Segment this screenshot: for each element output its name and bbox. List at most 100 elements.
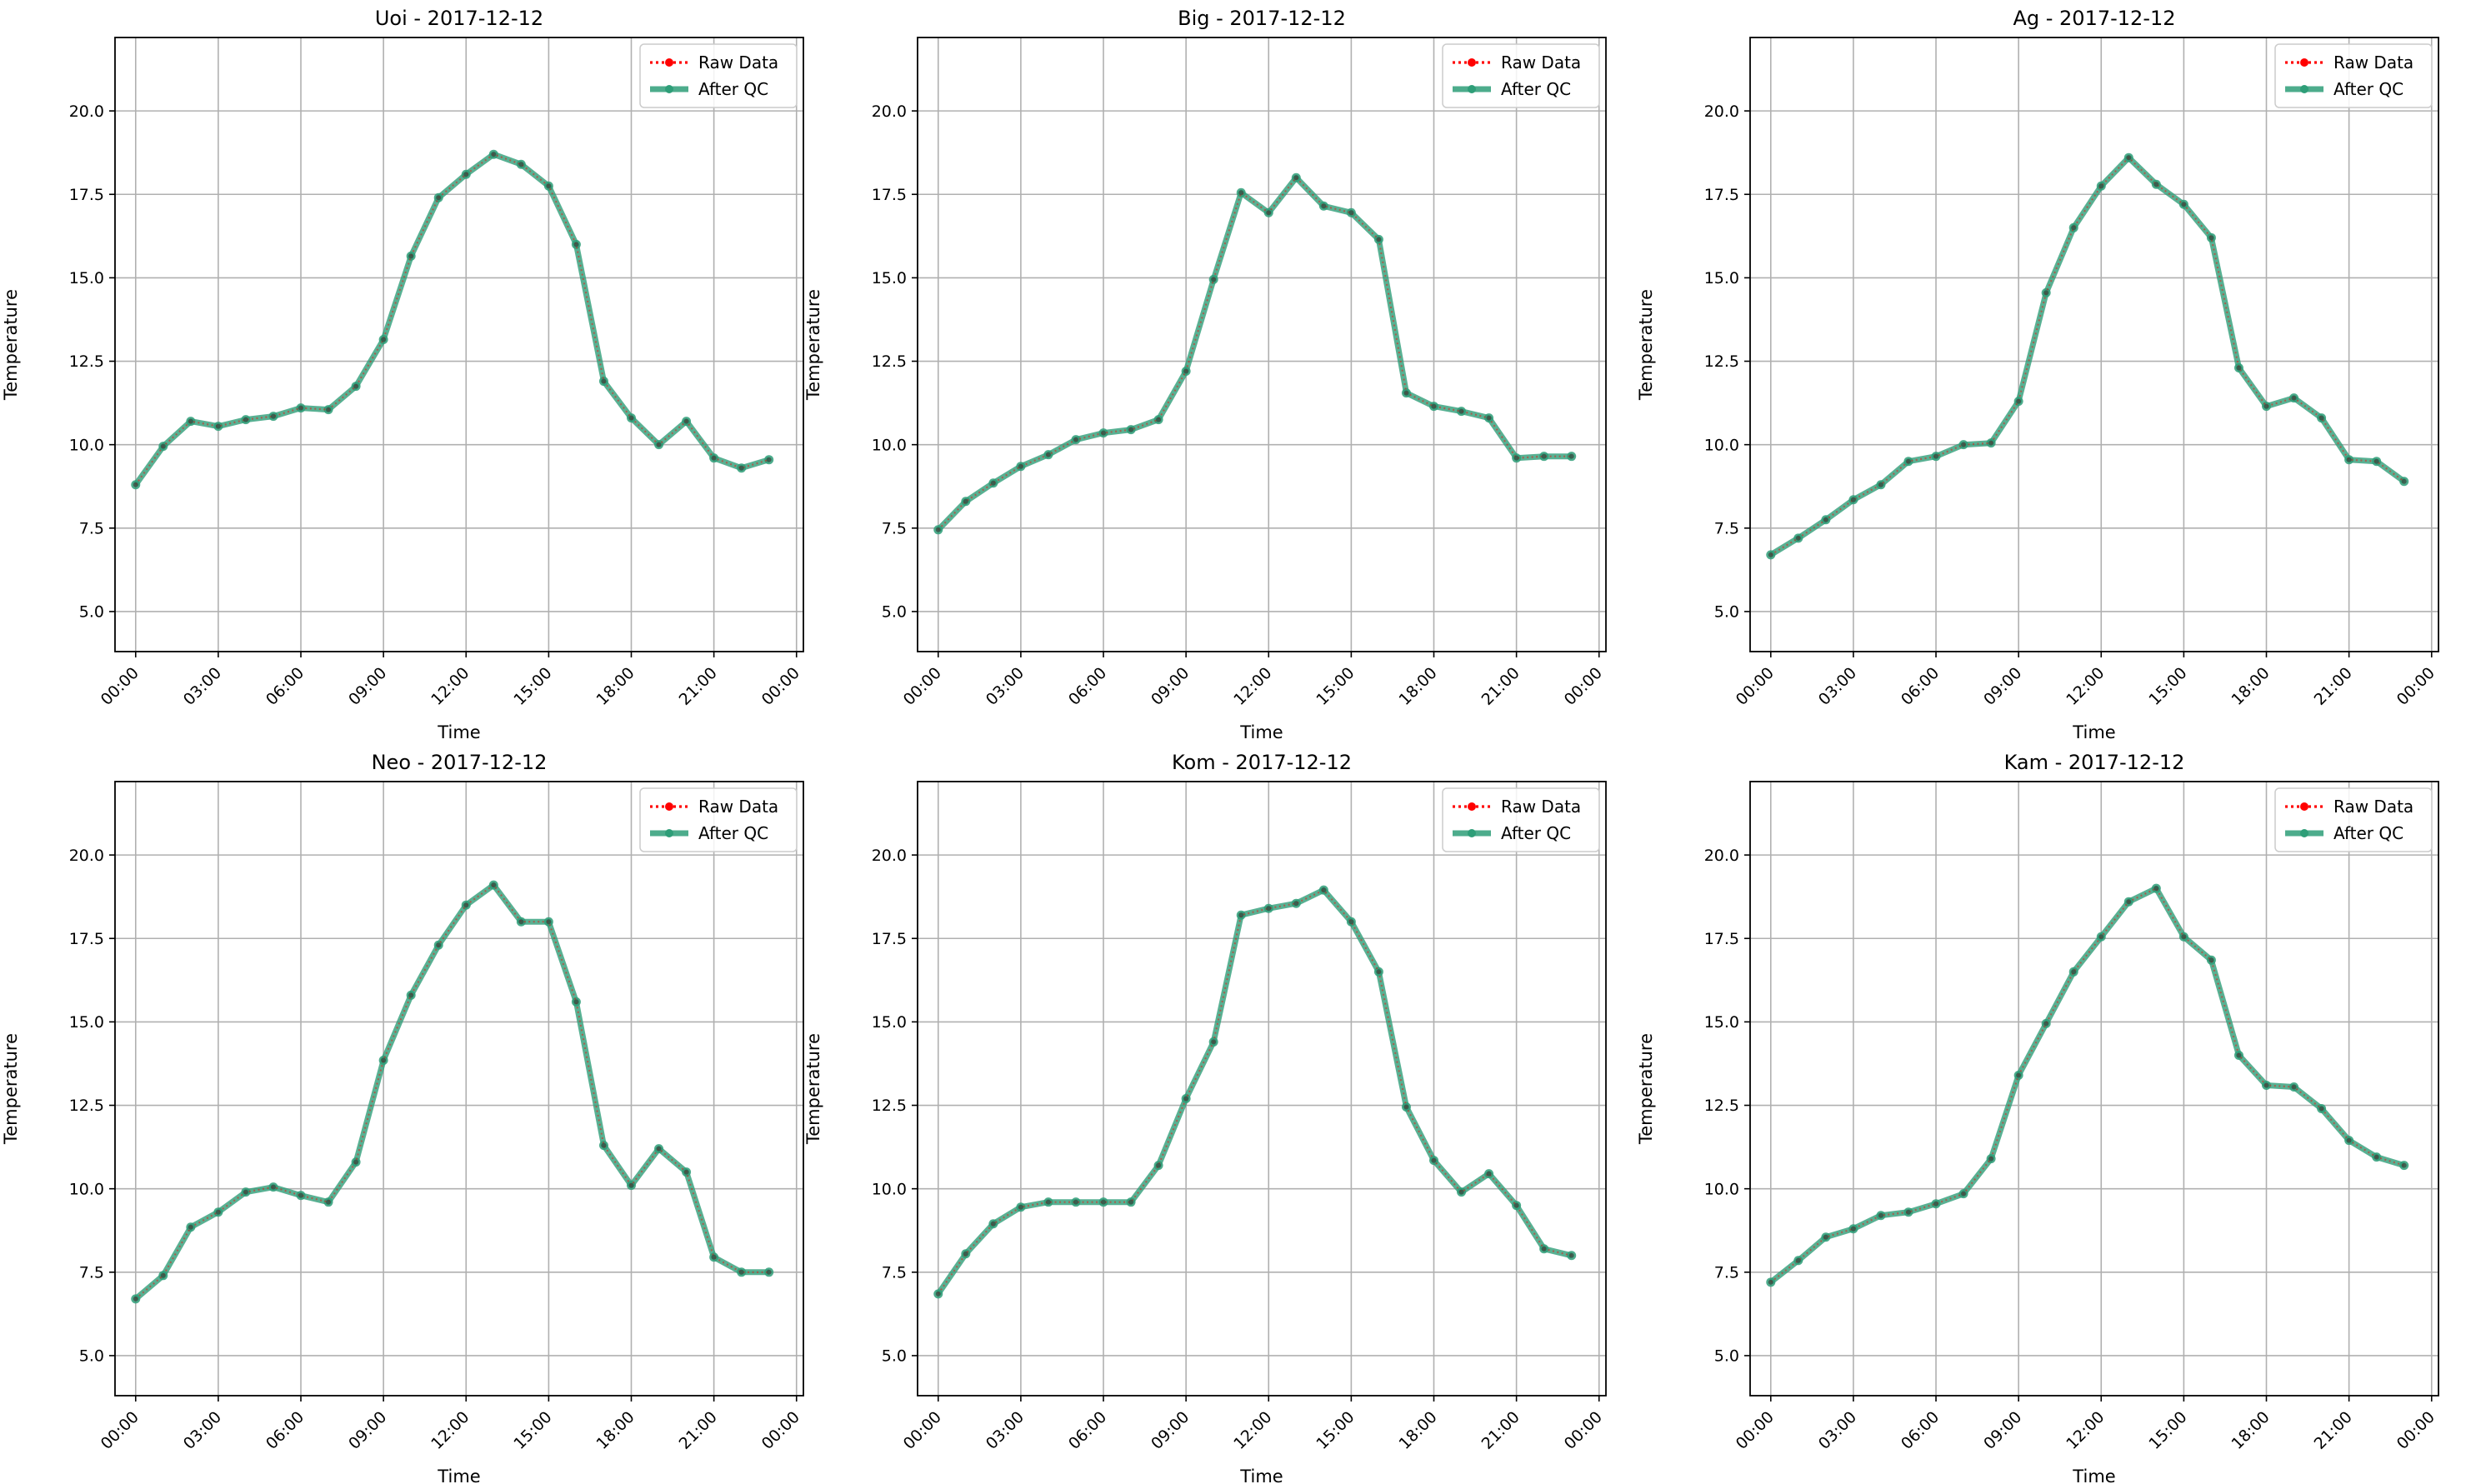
data-point-raw-data <box>298 405 304 411</box>
x-tick-label: 15:00 <box>510 664 555 709</box>
y-tick-label: 10.0 <box>872 436 907 454</box>
x-tick-label: 06:00 <box>1898 1408 1943 1453</box>
data-point-raw-data <box>518 162 524 167</box>
data-point-raw-data <box>766 1269 772 1275</box>
data-point-raw-data <box>656 442 662 447</box>
data-point-raw-data <box>188 1224 193 1230</box>
x-tick-label: 15:00 <box>1313 1408 1358 1453</box>
y-tick-label: 12.5 <box>872 352 907 371</box>
x-tick-label: 21:00 <box>1478 1408 1523 1453</box>
x-tick-label: 18:00 <box>593 664 638 709</box>
data-point-raw-data <box>215 423 221 429</box>
x-tick-label: 03:00 <box>983 664 1028 709</box>
y-tick-label: 12.5 <box>1704 352 1739 371</box>
chart-title: Ag - 2017-12-12 <box>2013 7 2175 30</box>
y-axis-label: Temperature <box>803 1033 823 1145</box>
x-tick-label: 09:00 <box>1980 664 2025 709</box>
x-tick-label: 00:00 <box>2393 1408 2438 1453</box>
data-point-raw-data <box>1101 430 1107 436</box>
data-point-raw-data <box>215 1209 221 1215</box>
data-point-raw-data <box>711 1254 717 1260</box>
y-tick-label: 10.0 <box>1704 1180 1739 1198</box>
data-point-raw-data <box>2346 1137 2352 1143</box>
data-point-raw-data <box>601 1142 607 1148</box>
legend: Raw Data After QC <box>639 787 798 852</box>
data-point-raw-data <box>1431 1157 1437 1163</box>
legend: Raw Data After QC <box>2274 787 2433 852</box>
y-tick-label: 17.5 <box>872 930 907 948</box>
data-point-raw-data <box>1933 1201 1939 1207</box>
data-point-raw-data <box>2126 155 2132 161</box>
legend: Raw Data After QC <box>1442 43 1600 108</box>
y-tick-label: 15.0 <box>1704 1013 1739 1032</box>
x-tick-label: 00:00 <box>98 1408 143 1453</box>
data-point-raw-data <box>1211 277 1217 282</box>
legend-label-raw-data: Raw Data <box>1501 52 1581 72</box>
data-point-raw-data <box>1961 442 1967 447</box>
x-axis-label: Time <box>437 1467 480 1484</box>
data-point-raw-data <box>2263 403 2269 409</box>
legend-marker-raw-data <box>1468 802 1476 811</box>
data-point-raw-data <box>518 919 524 925</box>
series-line-after-qc <box>133 882 769 1302</box>
data-point-raw-data <box>408 253 414 259</box>
y-tick-label: 10.0 <box>69 436 104 454</box>
data-point-raw-data <box>2318 415 2324 421</box>
y-tick-label: 7.5 <box>882 519 907 537</box>
x-tick-label: 18:00 <box>2228 1408 2273 1453</box>
data-point-raw-data <box>353 1159 359 1165</box>
x-tick-label: 18:00 <box>2228 664 2273 709</box>
y-tick-label: 12.5 <box>872 1097 907 1115</box>
chart-title: Kom - 2017-12-12 <box>1172 751 1352 774</box>
data-point-raw-data <box>683 1169 689 1175</box>
legend-label-raw-data: Raw Data <box>2333 797 2413 817</box>
x-tick-label: 03:00 <box>180 1408 225 1453</box>
data-point-raw-data <box>2181 934 2187 940</box>
data-point-raw-data <box>1321 887 1327 893</box>
data-point-raw-data <box>1073 437 1078 442</box>
data-point-raw-data <box>2291 395 2297 401</box>
legend-marker-raw-data <box>665 58 673 67</box>
data-point-raw-data <box>188 418 193 424</box>
legend-marker-after-qc <box>1468 85 1476 93</box>
x-tick-label: 12:00 <box>1230 1408 1275 1453</box>
data-point-raw-data <box>381 1057 387 1063</box>
data-point-raw-data <box>738 465 744 471</box>
legend-label-after-qc: After QC <box>2333 823 2403 843</box>
x-tick-label: 00:00 <box>1733 664 1778 709</box>
legend: Raw Data After QC <box>639 43 798 108</box>
data-point-raw-data <box>1045 452 1051 457</box>
data-point-raw-data <box>1768 552 1773 557</box>
data-point-raw-data <box>491 152 497 157</box>
plot-area-frame <box>114 37 804 652</box>
data-point-raw-data <box>1321 203 1327 209</box>
data-point-raw-data <box>160 1272 166 1278</box>
legend-marker-raw-data <box>665 802 673 811</box>
data-point-raw-data <box>2043 290 2049 296</box>
x-tick-label: 00:00 <box>1561 664 1606 709</box>
y-tick-label: 15.0 <box>69 1013 104 1032</box>
data-point-raw-data <box>963 1251 968 1257</box>
data-point-raw-data <box>601 378 607 384</box>
y-tick-label: 10.0 <box>1704 436 1739 454</box>
data-point-raw-data <box>1211 1039 1217 1045</box>
x-tick-label: 12:00 <box>2063 1408 2108 1453</box>
data-point-raw-data <box>243 417 248 422</box>
plot-area-frame <box>114 781 804 1397</box>
y-tick-label: 17.5 <box>1704 930 1739 948</box>
y-tick-label: 20.0 <box>1704 102 1739 121</box>
y-tick-label: 5.0 <box>882 603 907 622</box>
data-point-raw-data <box>1183 368 1189 374</box>
x-tick-label: 00:00 <box>758 1408 803 1453</box>
data-point-raw-data <box>573 999 579 1005</box>
legend-marker-after-qc <box>665 85 673 93</box>
data-point-raw-data <box>463 902 469 908</box>
data-point-raw-data <box>2291 1084 2297 1090</box>
data-point-raw-data <box>2016 1072 2022 1078</box>
data-point-raw-data <box>2043 1021 2049 1027</box>
x-tick-label: 06:00 <box>1065 1408 1110 1453</box>
data-point-raw-data <box>1961 1191 1967 1197</box>
x-axis-label: Time <box>437 722 480 742</box>
data-point-raw-data <box>1073 1199 1078 1205</box>
data-point-raw-data <box>270 1184 276 1190</box>
